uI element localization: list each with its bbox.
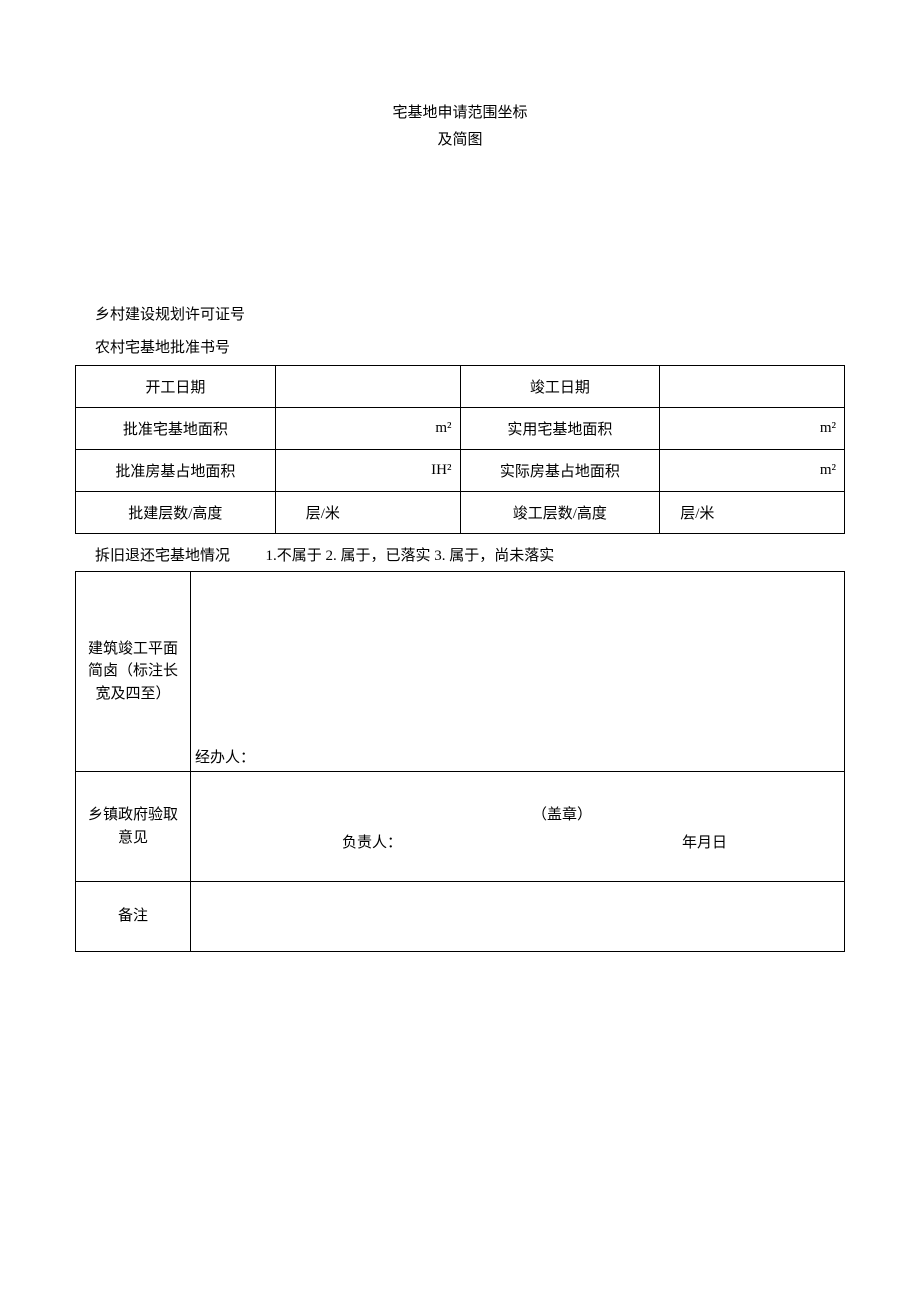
remarks-label: 备注 xyxy=(76,882,191,952)
table-row: 建筑竣工平面简卤（标注长宽及四至） 经办人： xyxy=(76,572,845,772)
completed-floors-label: 竣工层数/高度 xyxy=(460,492,660,534)
actual-homestead-area-label: 实用宅基地面积 xyxy=(460,408,660,450)
permit-number-field: 乡村建设规划许可证号 xyxy=(95,299,845,332)
opinions-table: 建筑竣工平面简卤（标注长宽及四至） 经办人： 乡镇政府验取意见 （盖章） 负责人… xyxy=(75,571,845,952)
table-row: 批建层数/高度 层/米 竣工层数/高度 层/米 xyxy=(76,492,845,534)
completion-date-label: 竣工日期 xyxy=(460,366,660,408)
start-date-label: 开工日期 xyxy=(76,366,276,408)
approval-number-field: 农村宅基地批准书号 xyxy=(95,332,845,365)
actual-building-area-label: 实际房基占地面积 xyxy=(460,450,660,492)
page-content: 宅基地申请范围坐标 及简图 乡村建设规划许可证号 农村宅基地批准书号 开工日期 … xyxy=(0,0,920,1002)
table-row: 开工日期 竣工日期 xyxy=(76,366,845,408)
actual-building-area-value: m² xyxy=(660,450,845,492)
completion-plan-label: 建筑竣工平面简卤（标注长宽及四至） xyxy=(76,572,191,772)
demolition-options: 1.不属于 2. 属于，已落实 3. 属于，尚未落实 xyxy=(266,548,555,564)
approved-floors-value: 层/米 xyxy=(275,492,460,534)
approved-building-area-value: IH² xyxy=(275,450,460,492)
township-opinion-cell: （盖章） 负责人： 年月日 xyxy=(191,772,845,882)
actual-homestead-area-value: m² xyxy=(660,408,845,450)
dates-areas-table: 开工日期 竣工日期 批准宅基地面积 m² 实用宅基地面积 m² 批准房基占地面积… xyxy=(75,365,845,534)
date-text: 年月日 xyxy=(682,831,727,852)
table-row: 批准房基占地面积 IH² 实际房基占地面积 m² xyxy=(76,450,845,492)
title-line-1: 宅基地申请范围坐标 xyxy=(75,100,845,127)
handler-label: 经办人： xyxy=(195,750,255,766)
stamp-text: （盖章） xyxy=(532,803,592,824)
opinion-inner: （盖章） 负责人： 年月日 xyxy=(192,773,843,880)
completion-plan-cell: 经办人： xyxy=(191,572,845,772)
remarks-cell xyxy=(191,882,845,952)
completed-floors-value: 层/米 xyxy=(660,492,845,534)
demolition-label: 拆旧退还宅基地情况 xyxy=(95,548,230,564)
title-line-2: 及简图 xyxy=(75,127,845,154)
table-row: 乡镇政府验取意见 （盖章） 负责人： 年月日 xyxy=(76,772,845,882)
responsible-person-label: 负责人： xyxy=(342,831,402,852)
approved-homestead-area-label: 批准宅基地面积 xyxy=(76,408,276,450)
title-block: 宅基地申请范围坐标 及简图 xyxy=(75,100,845,154)
approved-homestead-area-value: m² xyxy=(275,408,460,450)
start-date-value xyxy=(275,366,460,408)
table-row: 备注 xyxy=(76,882,845,952)
demolition-return-line: 拆旧退还宅基地情况 1.不属于 2. 属于，已落实 3. 属于，尚未落实 xyxy=(95,534,845,571)
township-opinion-label: 乡镇政府验取意见 xyxy=(76,772,191,882)
approved-floors-label: 批建层数/高度 xyxy=(76,492,276,534)
approved-building-area-label: 批准房基占地面积 xyxy=(76,450,276,492)
completion-date-value xyxy=(660,366,845,408)
table-row: 批准宅基地面积 m² 实用宅基地面积 m² xyxy=(76,408,845,450)
